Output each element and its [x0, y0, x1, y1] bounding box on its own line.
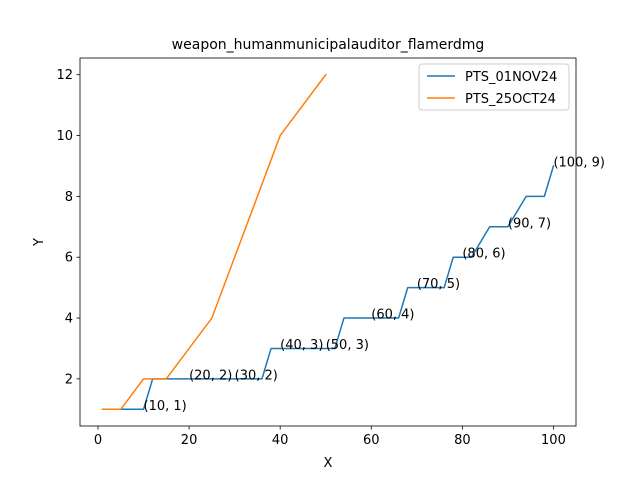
y-tick-label: 2: [65, 372, 73, 387]
series-line-0: [101, 165, 555, 411]
x-tick-label: 60: [363, 433, 380, 448]
series-line-1: [101, 73, 327, 411]
legend-entry: PTS_01NOV24: [465, 70, 557, 85]
legend: PTS_01NOV24 PTS_25OCT24: [418, 63, 570, 111]
data-label: (50, 3): [326, 338, 369, 353]
x-tick-label: 20: [181, 433, 198, 448]
y-tick-label: 6: [65, 251, 73, 266]
data-label: (80, 6): [462, 247, 505, 262]
y-tick-label: 8: [65, 190, 73, 205]
data-label: (100, 9): [553, 155, 605, 170]
data-label: (20, 2): [189, 368, 232, 383]
plot-area: (10, 1) (20, 2) (30, 2)(40, 3) (50, 3)(60, …: [56, 57, 605, 448]
chart-title: weapon_humanmunicipalauditor_flamerdmg: [172, 37, 485, 53]
data-label: (40, 3): [280, 338, 323, 353]
y-tick-label: 4: [65, 312, 73, 327]
data-label: (30, 2): [235, 368, 278, 383]
legend-entry: PTS_25OCT24: [465, 92, 556, 107]
legend-box: [418, 63, 570, 111]
x-axis-label: X: [324, 456, 333, 471]
x-tick-label: 0: [94, 433, 102, 448]
x-tick-label: 100: [541, 433, 566, 448]
x-tick-label: 80: [454, 433, 471, 448]
axes-frame: [79, 57, 577, 427]
data-label: (70, 5): [417, 277, 460, 292]
y-tick-label: 10: [56, 129, 73, 144]
data-label: (60, 4): [371, 308, 414, 323]
data-label: (90, 7): [508, 216, 551, 231]
data-label: (10, 1): [144, 399, 187, 414]
y-axis-label: Y: [32, 238, 47, 247]
x-tick-label: 40: [272, 433, 289, 448]
y-tick-label: 12: [56, 68, 73, 83]
